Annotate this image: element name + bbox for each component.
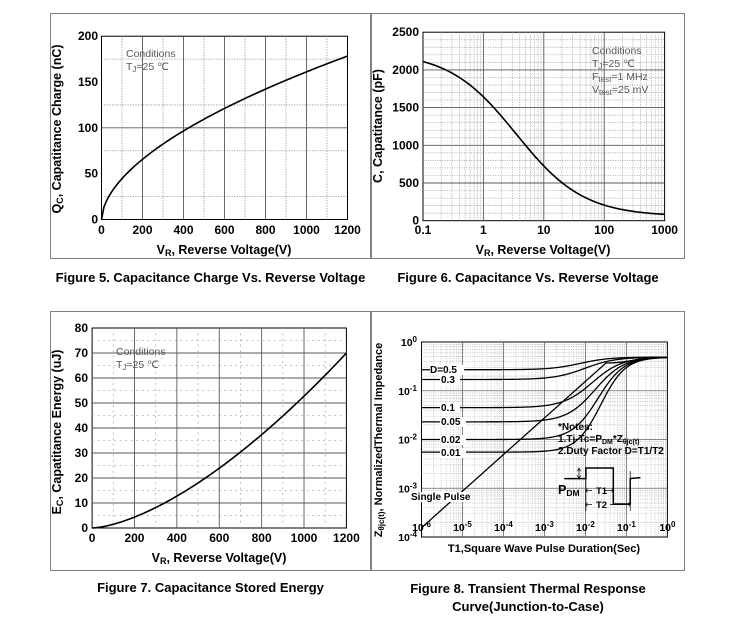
svg-text:1000: 1000	[392, 138, 419, 152]
svg-text:400: 400	[173, 223, 193, 237]
svg-text:20: 20	[75, 471, 89, 485]
svg-text:Vtest=25 mV: Vtest=25 mV	[592, 84, 648, 97]
svg-text:0.05: 0.05	[441, 417, 461, 428]
svg-text:1500: 1500	[392, 101, 419, 115]
svg-text:30: 30	[75, 446, 89, 460]
svg-text:80: 80	[75, 321, 89, 335]
svg-text:T2: T2	[596, 500, 607, 511]
svg-text:10-5: 10-5	[453, 520, 472, 535]
svg-text:2500: 2500	[392, 25, 419, 39]
svg-text:0: 0	[98, 223, 105, 237]
svg-text:0: 0	[89, 531, 96, 545]
svg-text:1200: 1200	[334, 223, 361, 237]
svg-text:1.Tj-Tc=PDM*Zθjc(t): 1.Tj-Tc=PDM*Zθjc(t)	[558, 434, 640, 446]
svg-text:TJ=25 ℃: TJ=25 ℃	[116, 359, 159, 372]
svg-text:Single Pulse: Single Pulse	[411, 492, 471, 503]
svg-text:100: 100	[594, 223, 614, 237]
svg-text:T1: T1	[596, 486, 608, 497]
svg-text:100: 100	[659, 520, 676, 535]
svg-text:Conditions: Conditions	[592, 45, 642, 57]
svg-text:70: 70	[75, 346, 89, 360]
svg-text:800: 800	[255, 223, 275, 237]
svg-text:1000: 1000	[293, 223, 320, 237]
svg-text:10: 10	[537, 223, 551, 237]
svg-text:50: 50	[75, 396, 89, 410]
svg-text:0.3: 0.3	[441, 375, 455, 386]
svg-text:200: 200	[124, 531, 144, 545]
svg-text:200: 200	[132, 223, 152, 237]
svg-text:10-1: 10-1	[398, 383, 417, 398]
svg-text:200: 200	[78, 29, 98, 43]
svg-text:0.02: 0.02	[441, 435, 461, 446]
svg-text:1200: 1200	[333, 531, 360, 545]
svg-text:50: 50	[85, 167, 99, 181]
svg-text:VR, Reverse Voltage(V): VR, Reverse Voltage(V)	[476, 243, 611, 258]
svg-text:10-3: 10-3	[535, 520, 554, 535]
svg-text:100: 100	[401, 335, 418, 350]
svg-text:10: 10	[75, 496, 89, 510]
svg-text:60: 60	[75, 371, 89, 385]
svg-text:TJ=25 ℃: TJ=25 ℃	[592, 58, 635, 71]
svg-text:400: 400	[167, 531, 187, 545]
svg-text:600: 600	[209, 531, 229, 545]
svg-text:C, Capatitance (pF): C, Capatitance (pF)	[372, 69, 385, 183]
svg-text:0.01: 0.01	[441, 448, 461, 459]
svg-text:0: 0	[81, 521, 88, 535]
svg-text:150: 150	[78, 75, 98, 89]
svg-text:10-6: 10-6	[412, 520, 431, 535]
svg-text:2000: 2000	[392, 63, 419, 77]
svg-text:1000: 1000	[651, 223, 678, 237]
svg-text:Ftest=1 MHz: Ftest=1 MHz	[592, 71, 648, 84]
svg-text:EC, Capatitance Energy (uJ): EC, Capatitance Energy (uJ)	[51, 350, 65, 515]
svg-text:100: 100	[78, 121, 98, 135]
svg-text:0.1: 0.1	[441, 403, 455, 414]
svg-text:T1,Square Wave Pulse Duration(: T1,Square Wave Pulse Duration(Sec)	[448, 543, 640, 555]
svg-text:QC, Capatitance Charge (nC): QC, Capatitance Charge (nC)	[51, 44, 65, 213]
svg-text:10-4: 10-4	[494, 520, 513, 535]
svg-text:VR, Reverse Voltage(V): VR, Reverse Voltage(V)	[152, 551, 287, 566]
svg-text:40: 40	[75, 421, 89, 435]
svg-text:TJ=25 ℃: TJ=25 ℃	[126, 61, 169, 74]
svg-text:10-2: 10-2	[576, 520, 595, 535]
svg-text:10-1: 10-1	[617, 520, 636, 535]
svg-text:600: 600	[214, 223, 234, 237]
svg-text:1000: 1000	[291, 531, 318, 545]
svg-text:Conditions: Conditions	[116, 346, 166, 358]
svg-text:0.1: 0.1	[415, 223, 432, 237]
svg-text:10-2: 10-2	[398, 432, 417, 447]
svg-text:Zθjc(t), NormalizedThermal Imp: Zθjc(t), NormalizedThermal Impedance	[373, 343, 386, 537]
svg-text:1: 1	[480, 223, 487, 237]
svg-text:Conditions: Conditions	[126, 48, 176, 60]
svg-text:2.Duty Factor D=T1/T2: 2.Duty Factor D=T1/T2	[558, 446, 664, 457]
svg-text:VR, Reverse Voltage(V): VR, Reverse Voltage(V)	[157, 243, 292, 258]
svg-text:500: 500	[399, 176, 419, 190]
svg-text:*Notes:: *Notes:	[558, 422, 593, 433]
svg-text:800: 800	[252, 531, 272, 545]
